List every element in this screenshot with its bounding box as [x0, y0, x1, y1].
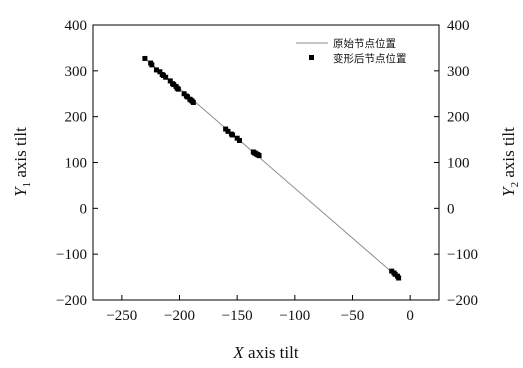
y2-tick-label: −200 [447, 293, 478, 309]
y2-axis-title: Y2 axis tilt [499, 127, 521, 197]
y2-tick-label: 400 [447, 18, 470, 34]
y2-tick-label: 200 [447, 110, 470, 126]
deformed-node-point [396, 275, 402, 281]
y2-tick-label: −100 [447, 247, 478, 263]
x-tick-label: −100 [279, 308, 310, 324]
deformed-node-point [157, 69, 163, 75]
x-axis-ticks: −250 −200 −150 −100 −50 0 [106, 295, 414, 324]
x-axis-title: X axis tilt [232, 343, 298, 362]
data-series [142, 55, 402, 281]
y1-tick-label: 400 [65, 18, 88, 34]
deformed-node-point [190, 99, 196, 105]
y2-tick-label: 100 [447, 156, 470, 172]
deformed-node-point [175, 86, 181, 92]
y1-tick-label: 200 [65, 110, 88, 126]
deformed-node-point [230, 132, 236, 138]
y2-tick-label: 300 [447, 64, 470, 80]
plot-frame [92, 24, 440, 301]
y1-tick-label: 100 [65, 156, 88, 172]
x-tick-label: −250 [106, 308, 137, 324]
legend-marker-swatch [309, 55, 314, 60]
y2-tick-label: 0 [447, 201, 455, 217]
y1-axis-ticks: −200 −100 0 100 200 300 400 [56, 18, 98, 309]
deformed-node-point [256, 153, 262, 159]
deformed-node-point [149, 62, 155, 68]
y1-tick-label: −100 [56, 247, 87, 263]
y1-axis-title: Y1 axis tilt [11, 127, 33, 197]
legend-label-deformed-nodes: 变形后节点位置 [333, 52, 407, 65]
deformed-node-point [153, 67, 159, 73]
deformed-node-point [142, 55, 148, 61]
deformed-node-point [167, 78, 173, 84]
legend: 原始节点位置 变形后节点位置 [296, 37, 407, 65]
x-tick-label: −200 [164, 308, 195, 324]
deformed-node-point [163, 74, 169, 80]
y2-axis-ticks: −200 −100 0 100 200 300 400 [434, 18, 478, 309]
y1-tick-label: 300 [65, 64, 88, 80]
x-tick-label: −150 [222, 308, 253, 324]
x-tick-label: 0 [406, 308, 414, 324]
y1-tick-label: −200 [56, 293, 87, 309]
x-tick-label: −50 [341, 308, 364, 324]
deformed-node-point [236, 138, 242, 143]
deformed-node-point [225, 128, 231, 134]
y1-tick-label: 0 [80, 201, 88, 217]
legend-label-original-nodes: 原始节点位置 [333, 37, 396, 50]
